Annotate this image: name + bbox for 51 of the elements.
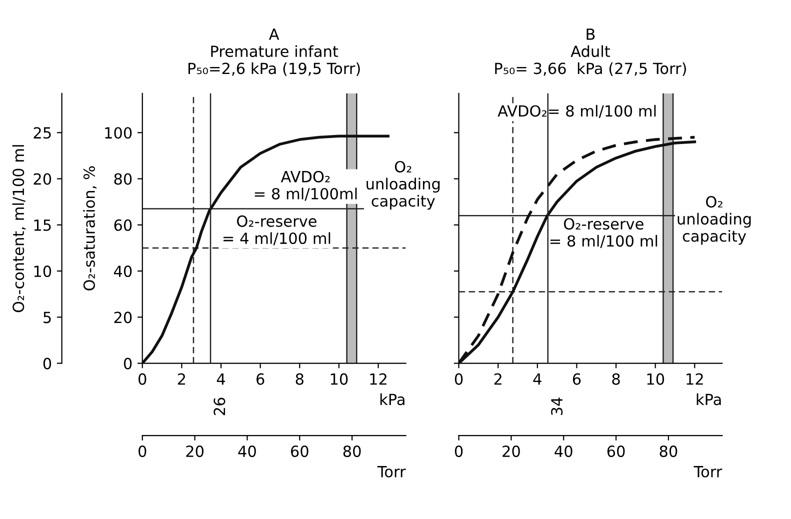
x2-axis-title: Torr [377, 466, 406, 478]
annotation: O₂-reserve = 8 ml/100 ml [550, 218, 658, 248]
x-tick-label: 12 [370, 373, 386, 385]
x-tick-label: 12 [686, 373, 703, 385]
annotation: O₂ unloading capacity [678, 196, 751, 245]
y-axis-title: O₂-saturation, % [83, 166, 97, 290]
y2-tick-label: 20 [34, 173, 52, 185]
x-tick-label: 10 [647, 373, 664, 385]
x2-tick-label: 60 [607, 446, 625, 458]
x2-tick-label: 0 [454, 446, 463, 458]
x-tick-label: 6 [572, 373, 581, 385]
x-tick-label: 2 [178, 373, 186, 385]
x2-tick-label: 80 [343, 446, 361, 458]
y-tick-label: 80 [114, 173, 132, 185]
x-tick-label: 8 [612, 373, 620, 385]
x-tick-label: 4 [533, 373, 542, 385]
annotation: O₂-reserve = 4 ml/100 ml [224, 215, 330, 246]
x-tick-label: 2 [494, 373, 502, 385]
y-tick-label: 100 [105, 127, 132, 139]
y-tick-label: 40 [114, 266, 132, 278]
x-axis-title: kPa [380, 393, 404, 406]
y-tick-label: 20 [114, 312, 132, 324]
x-tick-label: 8 [296, 373, 304, 385]
y2-tick-label: 5 [44, 312, 51, 324]
x2-tick-label: 80 [660, 446, 678, 458]
x-tick-label: 6 [256, 373, 264, 385]
annotation: O₂ unloading capacity [366, 160, 440, 210]
chart-title: A Premature infant P₅₀=2,6 kPa (19,5 Torr) [188, 28, 360, 76]
y2-tick-label: 15 [34, 220, 51, 231]
x2-tick-label: 20 [502, 446, 520, 458]
y-tick-label: 0 [124, 358, 132, 370]
x-tick-label: 10 [330, 373, 348, 385]
ref-line-label: 26 [214, 398, 226, 416]
x2-tick-label: 0 [138, 446, 146, 458]
y2-tick-label: 10 [34, 266, 52, 278]
x2-tick-label: 20 [186, 446, 204, 458]
y2-tick-label: 25 [34, 127, 51, 139]
x2-tick-label: 40 [238, 446, 256, 458]
y2-axis-title: O₂-content, ml/100 ml [12, 145, 26, 312]
annotation: AVDO₂ = 8 ml/100ml [254, 170, 357, 201]
x-tick-label: 4 [216, 373, 226, 385]
x-axis-title: kPa [696, 393, 721, 406]
x-tick-label: 0 [138, 373, 146, 385]
x-tick-label: 0 [454, 373, 463, 385]
ref-line-label: 34 [551, 398, 563, 416]
y-tick-label: 60 [114, 219, 132, 231]
x2-tick-label: 60 [290, 446, 308, 458]
chart-title: B Adult P₅₀= 3,66 kPa (27,5 Torr) [495, 28, 686, 76]
x2-axis-title: Torr [694, 466, 722, 478]
y2-tick-label: 0 [43, 358, 52, 370]
x2-tick-label: 40 [554, 446, 572, 458]
